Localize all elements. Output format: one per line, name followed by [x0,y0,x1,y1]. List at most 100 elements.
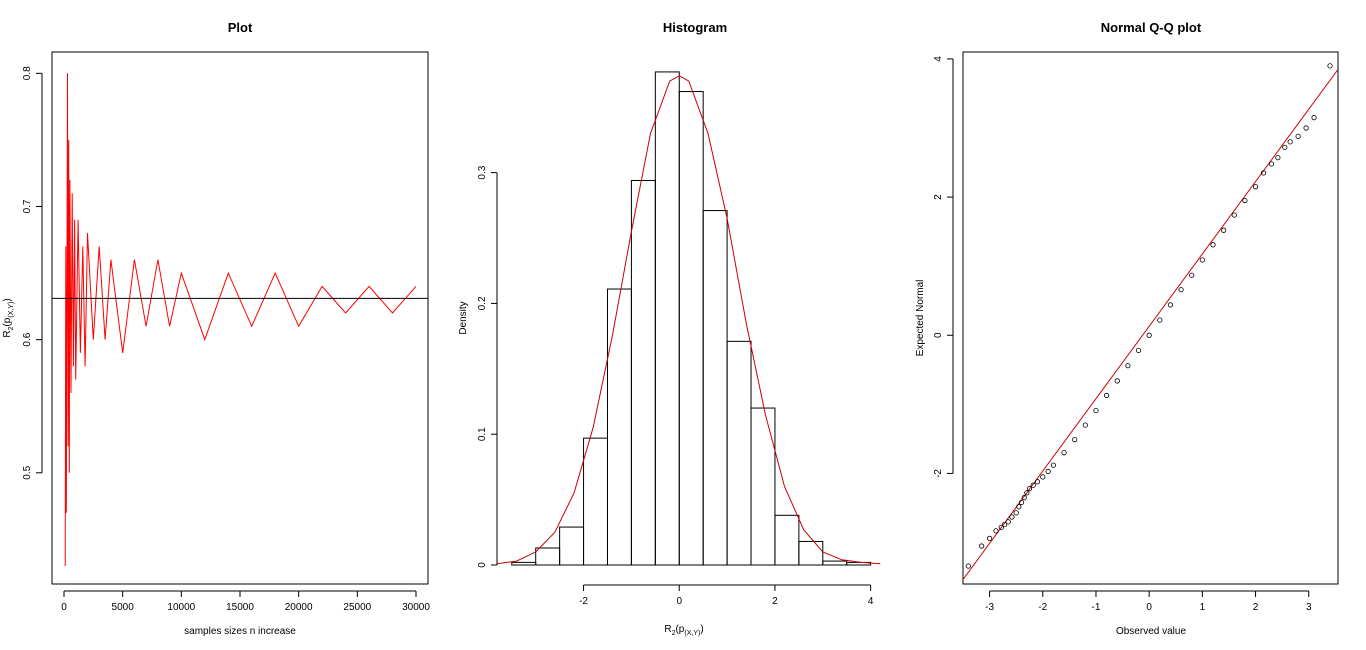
qq-point [1287,139,1293,145]
plot-x-tick-label: 30000 [402,602,430,613]
histogram-x-tick-label: -2 [579,596,588,607]
qq-point [1303,125,1309,131]
qq-point [965,563,971,569]
qq-point [1311,115,1317,121]
qq-point [1061,450,1067,456]
histogram-bar [702,210,728,566]
histogram-bar [606,288,632,566]
qq-point [1050,462,1057,468]
qq-y-tick-label: 4 [933,56,944,62]
qq-title: Normal Q-Q plot [1101,20,1202,35]
histogram-y-tick-label: 0 [477,562,488,568]
qq-point [1221,227,1227,233]
qq-y-tick-label: 0 [933,332,944,338]
histogram-bar [678,91,704,566]
qq-x-tick-label: -2 [1038,602,1047,613]
qq-point [1282,144,1288,150]
qq-x-tick-label: 3 [1306,602,1312,613]
histogram-bar [559,526,585,566]
qq-y-tick-label: 2 [933,194,944,200]
histogram-x-tick-label: 0 [676,596,682,607]
qq-point [1040,474,1046,480]
qq-x-tick-label: 1 [1200,602,1206,613]
histogram-bar [750,407,776,566]
plot-frame [51,51,429,585]
histogram-y-label: Density [458,301,469,334]
qq-point [1275,155,1281,161]
qq-point [1045,468,1051,474]
line-plot-panel: Plot 0 5000 10000 15000 20000 25000 30000 0.50… [2,20,430,637]
histogram-bar [630,179,656,566]
histogram-bar [798,540,824,566]
plot-y-label-sub1: 2 [8,326,15,330]
qq-point [1013,510,1019,516]
qq-x-ticks: -3 -2 -1 0 1 2 3 [985,590,1312,613]
density-curve [497,75,881,565]
histogram-x-label-sub2: (X,Y) [684,630,700,637]
qq-point [1252,184,1259,190]
qq-point [1146,332,1152,338]
qq-point [1009,514,1015,520]
plot-y-label-end: ) [2,298,13,301]
plot-x-tick-label: 15000 [226,602,254,613]
qq-x-tick-label: -1 [1092,602,1101,613]
qq-x-tick-label: 2 [1253,602,1259,613]
qq-y-label: Expected Normal [915,280,926,357]
qq-point [1135,347,1142,354]
qq-point [1026,486,1033,492]
qq-point [1030,482,1036,488]
qq-point [1018,499,1025,506]
qq-x-tick-label: -3 [985,602,994,613]
qq-point [1242,197,1248,204]
plot-y-tick-label: 0.6 [22,332,33,346]
histogram-marks [497,71,881,566]
plot-x-ticks: 0 5000 10000 15000 20000 25000 30000 [61,590,430,613]
plot-x-tick-label: 25000 [343,602,371,613]
histogram-x-tick-label: 2 [772,596,778,607]
qq-point [1260,170,1267,176]
qq-point [1114,378,1120,384]
qq-point [1157,317,1163,323]
qq-reference-line [963,68,1338,581]
histogram-title: Histogram [663,20,727,35]
histogram-x-ticks: -2 0 2 4 [579,584,874,607]
histogram-x-tick-label: 4 [868,596,874,607]
qq-point [1021,495,1027,501]
qq-point [1016,504,1022,510]
qq-point [979,543,985,549]
qq-point [1104,392,1110,398]
qq-marks [963,63,1338,581]
qq-point [1001,521,1008,528]
plot-y-label-main: R [2,330,13,337]
qq-point [1082,422,1088,428]
plot-y-tick-label: 0.7 [22,199,33,213]
histogram-bar [654,71,680,566]
histogram-bar [535,547,561,566]
histogram-bar [511,561,537,566]
qq-point [1189,272,1195,278]
histogram-x-label: R2(p(X,Y)) [664,624,703,637]
qq-point [1199,257,1205,263]
histogram-bar [774,514,800,566]
qq-point [1125,363,1131,369]
histogram-bar [822,560,848,566]
qq-y-ticks: -2 0 2 4 [933,56,954,478]
histogram-x-label-sub1: 2 [672,630,676,637]
plot-x-tick-label: 10000 [167,602,195,613]
plot-x-tick-label: 0 [61,602,67,613]
qq-x-label: Observed value [1116,626,1186,637]
qq-point [1178,287,1184,293]
histogram-x-label-main: R [664,624,671,635]
qq-point [1034,479,1041,485]
plot-y-label: R2(p(X,Y)) [2,298,15,337]
qq-point [993,528,999,534]
histogram-bar [583,437,608,566]
qq-point [1167,302,1174,308]
plot-title: Plot [228,20,253,35]
qq-x-tick-label: 0 [1146,602,1152,613]
qq-y-tick-label: -2 [933,469,944,478]
qq-point [1093,407,1099,414]
histogram-y-tick-label: 0.2 [477,296,488,310]
plot-y-label-sub2: (X,Y) [8,302,15,318]
